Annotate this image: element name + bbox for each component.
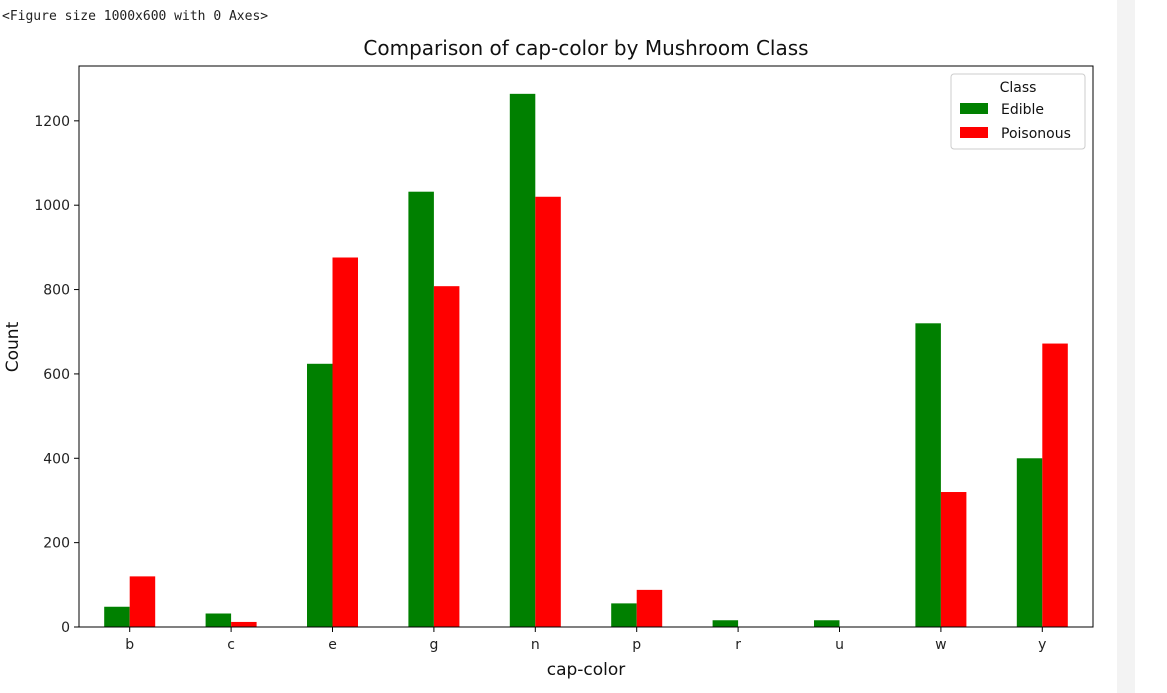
y-tick-label: 400 [43,451,70,467]
bars-group [104,93,1068,628]
bar-edible-b [104,606,130,627]
bar-poisonous-y [1042,343,1068,627]
x-tick-label-e: e [328,637,337,653]
bar-poisonous-n [535,196,561,627]
x-tick-label-g: g [429,637,438,653]
bar-edible-y [1016,458,1043,627]
bar-chart: Comparison of cap-color by Mushroom Clas… [3,36,1094,680]
legend-label-poisonous: Poisonous [1001,126,1071,142]
x-tick-label-p: p [632,637,641,653]
bar-poisonous-g [433,286,460,627]
x-axis-label: cap-color [547,660,626,680]
y-tick-label: 600 [43,367,70,383]
bar-edible-n [509,93,536,628]
bar-edible-p [611,603,637,627]
y-axis-label: Count [3,321,23,372]
x-tick-label-u: u [835,637,844,653]
legend-swatch-edible [960,103,988,114]
bar-poisonous-p [636,589,663,627]
legend-title: Class [1000,80,1037,96]
bar-edible-w [915,323,941,627]
bar-edible-u [814,620,840,627]
bar-poisonous-w [940,492,967,627]
x-tick-label-n: n [531,637,540,653]
bar-edible-r [712,620,739,627]
y-tick-label: 1200 [34,114,70,130]
x-tick-label-b: b [125,637,134,653]
x-tick-label-w: w [935,637,946,653]
x-tick-label-r: r [735,637,741,653]
bar-poisonous-e [332,257,358,627]
x-tick-label-y: y [1038,637,1046,653]
legend-items: Edible Poisonous [960,102,1071,142]
y-tick-label: 0 [61,620,70,636]
bar-poisonous-c [231,621,257,627]
bar-edible-e [307,363,333,627]
vertical-scrollbar[interactable] [1117,0,1135,693]
notebook-cell-output: <Figure size 1000x600 with 0 Axes> Compa… [0,0,1135,693]
y-tick-label: 800 [43,283,70,299]
chart-title: Comparison of cap-color by Mushroom Clas… [363,36,808,60]
bar-edible-g [408,191,434,627]
legend-label-edible: Edible [1001,102,1044,118]
plot-frame [78,65,1094,628]
bar-edible-c [205,613,232,627]
y-tick-label: 1000 [34,198,70,214]
legend: Class Edible Poisonous [950,73,1086,150]
bar-poisonous-b [129,576,156,627]
y-axis: 0 200 400 600 800 1000 1200 [34,114,79,636]
y-tick-label: 200 [43,536,70,552]
figure-repr-text: <Figure size 1000x600 with 0 Axes> [2,9,269,24]
legend-swatch-poisonous [960,127,988,138]
x-tick-label-c: c [227,637,235,653]
